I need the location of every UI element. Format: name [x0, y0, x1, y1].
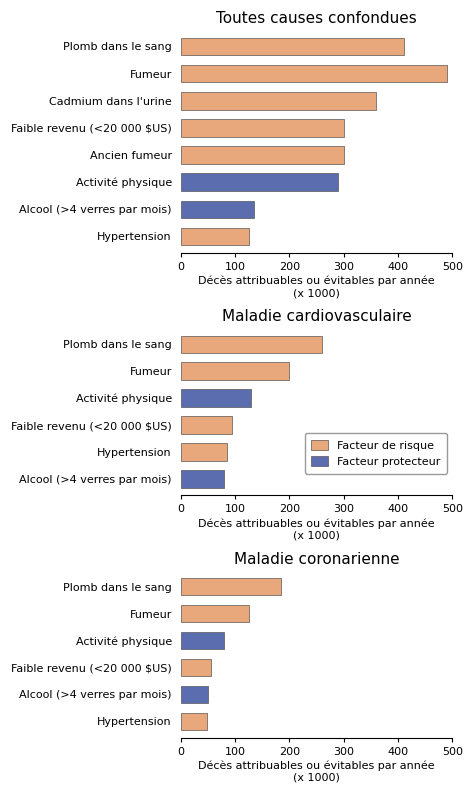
Title: Toutes causes confondues: Toutes causes confondues: [216, 11, 417, 26]
Bar: [181, 363, 290, 380]
Bar: [181, 173, 338, 191]
Bar: [181, 228, 249, 245]
X-axis label: Décès attribuables ou évitables par année
(x 1000): Décès attribuables ou évitables par anné…: [198, 276, 435, 298]
Bar: [181, 470, 224, 488]
Bar: [181, 146, 344, 164]
Bar: [181, 443, 227, 461]
Title: Maladie cardiovasculaire: Maladie cardiovasculaire: [222, 309, 411, 324]
Legend: Facteur de risque, Facteur protecteur: Facteur de risque, Facteur protecteur: [305, 434, 447, 474]
Bar: [181, 37, 403, 55]
Bar: [181, 389, 252, 407]
Bar: [181, 605, 249, 622]
Bar: [181, 578, 282, 596]
X-axis label: Décès attribuables ou évitables par année
(x 1000): Décès attribuables ou évitables par anné…: [198, 761, 435, 783]
Bar: [181, 713, 207, 730]
Bar: [181, 686, 208, 703]
Bar: [181, 119, 344, 137]
Bar: [181, 659, 211, 676]
Bar: [181, 92, 376, 110]
Bar: [181, 336, 322, 353]
Bar: [181, 64, 447, 83]
Bar: [181, 201, 254, 218]
Bar: [181, 416, 232, 434]
Title: Maladie coronarienne: Maladie coronarienne: [234, 552, 400, 567]
Bar: [181, 632, 224, 649]
X-axis label: Décès attribuables ou évitables par année
(x 1000): Décès attribuables ou évitables par anné…: [198, 518, 435, 541]
